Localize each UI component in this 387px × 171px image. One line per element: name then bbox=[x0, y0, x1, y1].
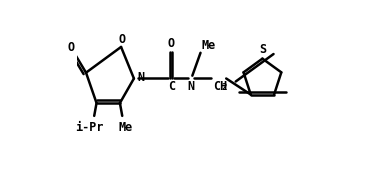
Text: i-Pr: i-Pr bbox=[75, 121, 104, 134]
Text: N: N bbox=[188, 80, 195, 93]
Text: O: O bbox=[168, 37, 175, 50]
Text: Me: Me bbox=[202, 39, 216, 52]
Text: N: N bbox=[137, 71, 145, 84]
Text: CH: CH bbox=[213, 80, 228, 93]
Text: S: S bbox=[259, 43, 266, 56]
Text: 2: 2 bbox=[221, 83, 227, 92]
Text: Me: Me bbox=[119, 121, 133, 134]
Text: O: O bbox=[67, 41, 74, 54]
Text: O: O bbox=[119, 33, 126, 46]
Text: C: C bbox=[168, 80, 175, 93]
